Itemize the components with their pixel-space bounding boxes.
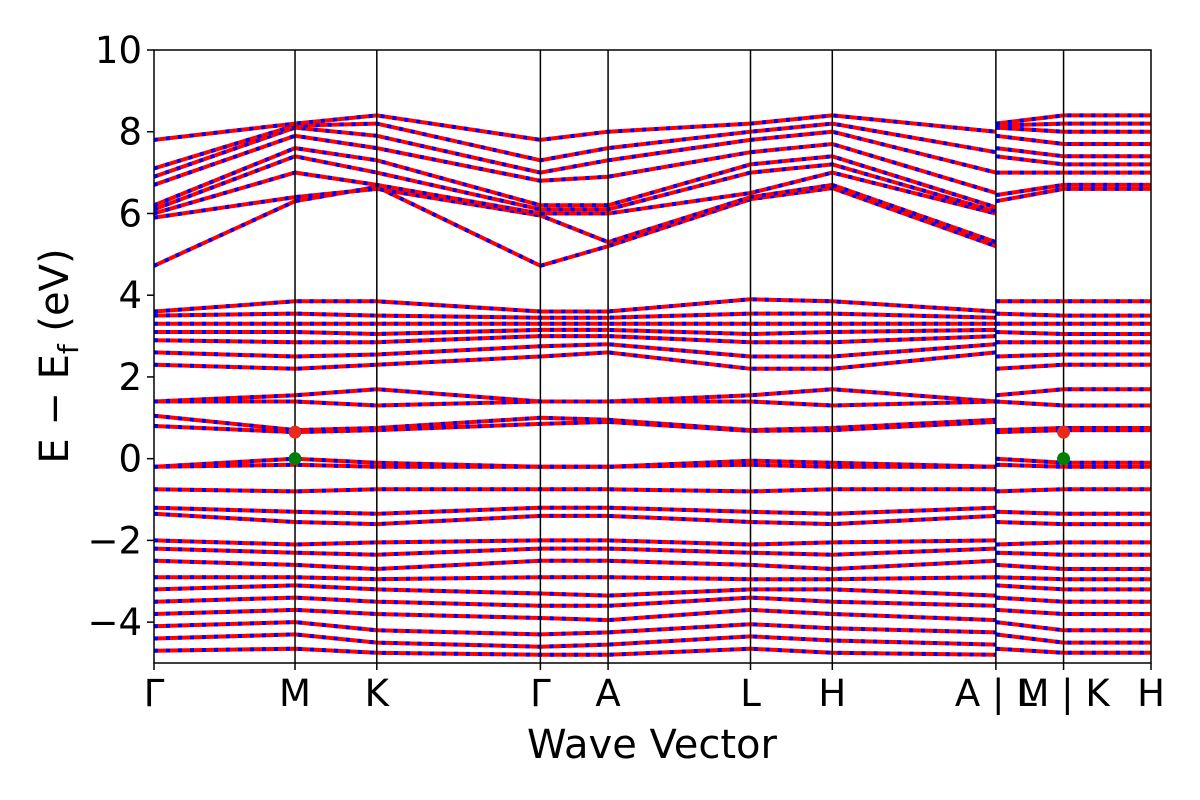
x-tick-label: L xyxy=(740,672,761,715)
band-11-spin-down xyxy=(154,334,1151,345)
y-axis-title-main: E − E xyxy=(32,354,78,464)
band-22-spin-up xyxy=(154,487,1151,494)
band-14-spin-down xyxy=(154,311,1151,320)
x-tick-label: K xyxy=(365,672,391,715)
band-1-spin-down xyxy=(154,182,1151,245)
x-tick-label: A xyxy=(595,672,620,715)
band-27-spin-down xyxy=(154,558,1151,572)
band-34-spin-down xyxy=(154,646,1151,657)
band-30-spin-down xyxy=(154,595,1151,608)
band-extrema xyxy=(288,425,1071,466)
x-tick-label: A | L xyxy=(955,672,1037,715)
band-9-spin-down xyxy=(154,350,1151,371)
band-32-spin-down xyxy=(154,620,1151,637)
band-15-spin-down xyxy=(154,297,1151,314)
vbm-marker xyxy=(288,452,302,466)
x-tick-label: H xyxy=(1137,672,1165,715)
band-10-spin-down xyxy=(154,342,1151,359)
band-26-spin-down xyxy=(154,546,1151,557)
band-17-spin-down xyxy=(154,399,1151,408)
band-0-spin-down xyxy=(154,184,1151,268)
x-tick-label: Γ xyxy=(530,672,551,715)
band-28-spin-down xyxy=(154,575,1151,582)
x-axis-ticks: Γ M K Γ A L H A | LM | K H xyxy=(144,663,1165,715)
cbm-marker xyxy=(288,425,302,439)
band-29-spin-down xyxy=(154,583,1151,598)
band-12-spin-down xyxy=(154,327,1151,337)
band-6-spin-down xyxy=(154,125,1151,179)
cbm-marker-repeat xyxy=(1057,425,1071,439)
y-tick-label: 6 xyxy=(118,192,142,235)
y-axis-title-subscript: f xyxy=(52,343,85,354)
kpoint-lines xyxy=(294,50,1065,663)
y-tick-label: 0 xyxy=(118,438,142,481)
y-axis-title: E − Ef (eV) xyxy=(32,248,85,463)
y-tick-label: 4 xyxy=(118,274,142,317)
x-tick-label: H xyxy=(818,672,846,715)
vbm-marker-repeat xyxy=(1057,452,1071,466)
band-33-spin-down xyxy=(154,632,1151,649)
x-tick-label: M xyxy=(279,672,311,715)
band-5-spin-down xyxy=(154,133,1151,195)
x-axis-title: Wave Vector xyxy=(527,722,778,768)
band-18-spin-down xyxy=(154,413,1151,433)
band-3-spin-down xyxy=(154,154,1151,214)
band-19-spin-down xyxy=(154,419,1151,435)
x-tick-label: Γ xyxy=(144,672,165,715)
y-axis-ticks: −4 −2 0 2 4 6 8 10 xyxy=(87,29,154,644)
y-axis-title-unit: (eV) xyxy=(32,248,78,344)
band-21-spin-down xyxy=(154,462,1151,469)
band-21-spin-up xyxy=(154,462,1151,469)
band-23-spin-down xyxy=(154,505,1151,516)
band-31-spin-down xyxy=(154,607,1151,623)
y-tick-label: 10 xyxy=(95,29,142,72)
plot-frame xyxy=(153,49,1152,664)
y-tick-label: 8 xyxy=(118,111,142,154)
x-tick-label: M | K xyxy=(1017,672,1111,715)
band-8-spin-down xyxy=(154,113,1151,142)
y-tick-label: −2 xyxy=(87,519,142,562)
y-tick-label: −4 xyxy=(87,601,142,644)
band-24-spin-down xyxy=(154,511,1151,527)
band-22-spin-down xyxy=(154,487,1151,494)
band-28-spin-up xyxy=(154,575,1151,582)
band-25-spin-down xyxy=(154,538,1151,547)
y-tick-label: 2 xyxy=(118,356,142,399)
